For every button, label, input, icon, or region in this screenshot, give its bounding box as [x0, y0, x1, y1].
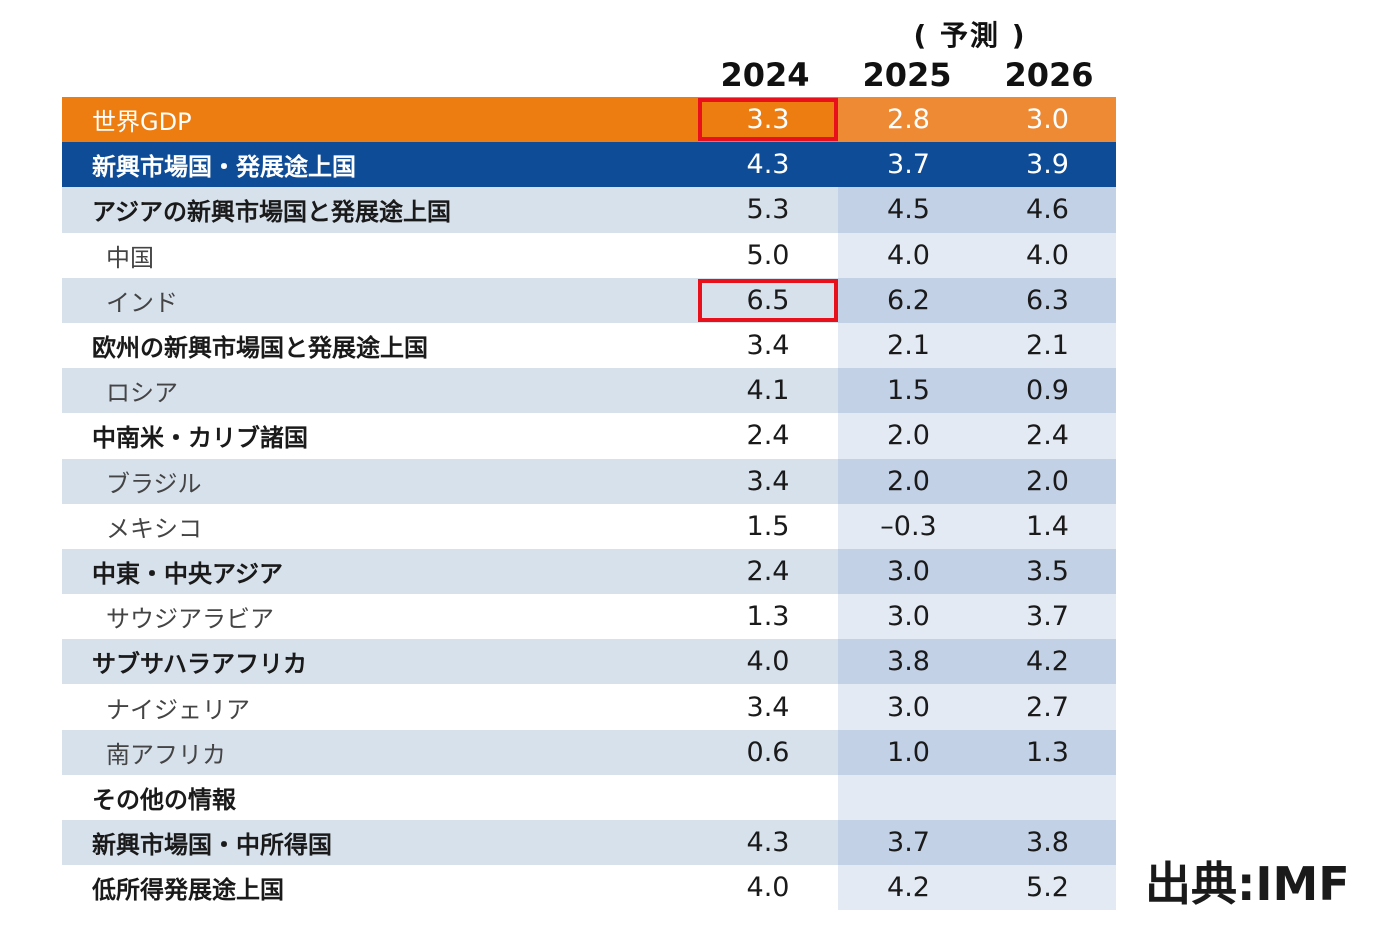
- table-row: 中南米・カリブ諸国 2.4 2.0 2.4: [62, 413, 1116, 459]
- table-row: サブサハラアフリカ 4.0 3.8 4.2: [62, 639, 1116, 685]
- row-label: サウジアラビア: [106, 605, 274, 634]
- row-label: 世界GDP: [92, 108, 192, 137]
- table-row: 新興市場国・中所得国 4.3 3.7 3.8: [62, 820, 1116, 866]
- column-header-2026: 2026: [1004, 56, 1094, 94]
- value-cell-2026: 5.2: [979, 865, 1116, 911]
- value-cell-2025: 3.0: [838, 594, 979, 640]
- table-row: 世界GDP 3.3 2.8 3.0: [62, 97, 1116, 143]
- table-row: ロシア 4.1 1.5 0.9: [62, 368, 1116, 414]
- value-cell-2026: 4.0: [979, 232, 1116, 278]
- value-cell-2024: 4.1: [746, 375, 790, 407]
- table-row: 新興市場国・発展途上国 4.3 3.7 3.9: [62, 142, 1116, 188]
- value-cell-2026: 4.6: [979, 187, 1116, 233]
- value-cell-2025: 6.2: [838, 277, 979, 323]
- row-label: アジアの新興市場国と発展途上国: [92, 198, 452, 227]
- value-cell-2025: 1.0: [838, 729, 979, 775]
- value-cell-2024: 4.0: [746, 646, 790, 678]
- table-row: サウジアラビア 1.3 3.0 3.7: [62, 594, 1116, 640]
- value-cell-2026: 2.7: [979, 684, 1116, 730]
- value-cell-2026: 2.1: [979, 322, 1116, 369]
- column-header-2024: 2024: [720, 56, 810, 94]
- value-cell-2024: 4.0: [746, 872, 790, 904]
- row-label: 中南米・カリブ諸国: [92, 424, 308, 453]
- row-label: 欧州の新興市場国と発展途上国: [92, 334, 428, 363]
- table-row: メキシコ 1.5 –0.3 1.4: [62, 503, 1116, 549]
- row-label: 新興市場国・中所得国: [92, 831, 332, 860]
- table-row: 低所得発展途上国 4.0 4.2 5.2: [62, 865, 1116, 911]
- value-cell-2026: 3.5: [979, 548, 1116, 595]
- row-label: インド: [106, 288, 178, 317]
- value-cell-2025: –0.3: [838, 503, 979, 549]
- table-row: 中国 5.0 4.0 4.0: [62, 232, 1116, 278]
- value-cell-2024: 1.5: [746, 510, 790, 542]
- value-cell-2025: 3.0: [838, 548, 979, 595]
- value-cell-2025: 2.8: [838, 97, 979, 143]
- table-row: 中東・中央アジア 2.4 3.0 3.5: [62, 548, 1116, 595]
- value-cell-2024: 4.3: [746, 149, 790, 181]
- table-row: ナイジェリア 3.4 3.0 2.7: [62, 684, 1116, 730]
- value-cell-2026: 4.2: [979, 639, 1116, 685]
- value-cell-2026: 3.7: [979, 594, 1116, 640]
- value-cell-2025: 3.7: [887, 149, 930, 181]
- row-label: 中国: [106, 243, 154, 272]
- value-cell-2026: 1.4: [979, 503, 1116, 549]
- value-cell-2025: 1.5: [838, 368, 979, 414]
- table-row: 欧州の新興市場国と発展途上国 3.4 2.1 2.1: [62, 322, 1116, 369]
- row-label: 低所得発展途上国: [92, 876, 284, 905]
- value-cell-2026: 3.0: [979, 97, 1116, 143]
- value-cell-2024: 3.4: [746, 691, 790, 723]
- value-cell-2026: 2.0: [979, 458, 1116, 504]
- value-cell-2024: 3.4: [746, 330, 790, 362]
- row-label: ナイジェリア: [106, 695, 250, 724]
- value-cell-2024: 6.5: [746, 284, 790, 316]
- value-cell-2024: 2.4: [746, 555, 790, 587]
- value-cell-2024: [698, 775, 838, 820]
- value-cell-2026: 1.3: [979, 729, 1116, 775]
- value-cell-2026: 2.4: [979, 413, 1116, 459]
- value-cell-2024: 0.6: [746, 736, 790, 768]
- value-cell-2025: 3.7: [838, 820, 979, 866]
- row-label: メキシコ: [106, 514, 202, 543]
- value-cell-2025: [838, 774, 979, 820]
- value-cell-2024: 4.3: [746, 827, 790, 859]
- row-label: ロシア: [106, 379, 178, 408]
- value-cell-2025: 2.0: [838, 458, 979, 504]
- table-row: 南アフリカ 0.6 1.0 1.3: [62, 729, 1116, 775]
- value-cell-2025: 4.0: [838, 232, 979, 278]
- value-cell-2026: 0.9: [979, 368, 1116, 414]
- value-cell-2024: 3.4: [746, 465, 790, 497]
- value-cell-2026: 3.8: [979, 820, 1116, 866]
- source-label: 出典:IMF: [1145, 857, 1350, 911]
- value-cell-2024: 5.3: [746, 194, 790, 226]
- value-cell-2024: 5.0: [746, 239, 790, 271]
- table-row: アジアの新興市場国と発展途上国 5.3 4.5 4.6: [62, 187, 1116, 233]
- value-cell-2025: 4.5: [838, 187, 979, 233]
- row-label: 中東・中央アジア: [92, 559, 284, 588]
- value-cell-2026: 3.9: [1026, 149, 1069, 181]
- row-label: 南アフリカ: [106, 740, 226, 769]
- value-cell-2026: [979, 774, 1116, 820]
- row-label: その他の情報: [92, 785, 236, 814]
- value-cell-2025: 3.8: [838, 639, 979, 685]
- growth-table: 世界GDP 3.3 2.8 3.0 新興市場国・発展途上国 4.3 3.7 3.9 アジアの新興…: [62, 97, 1116, 911]
- value-cell-2025: 2.0: [838, 413, 979, 459]
- row-label: 新興市場国・発展途上国: [92, 153, 356, 182]
- value-cell-2025: 4.2: [838, 865, 979, 911]
- value-cell-2025: 3.0: [838, 684, 979, 730]
- table-row: インド 6.5 6.2 6.3: [62, 277, 1116, 323]
- forecast-label: ( 予測 ): [913, 19, 1027, 52]
- value-cell-2024: 2.4: [746, 420, 790, 452]
- row-label: ブラジル: [106, 469, 202, 498]
- row-label: サブサハラアフリカ: [92, 650, 308, 679]
- value-cell-2026: 6.3: [979, 277, 1116, 323]
- value-cell-2024: 1.3: [746, 601, 790, 633]
- column-header-2025: 2025: [862, 56, 952, 94]
- value-cell-2025: 2.1: [838, 322, 979, 369]
- table-row: その他の情報: [62, 774, 1116, 820]
- table-row: ブラジル 3.4 2.0 2.0: [62, 458, 1116, 504]
- value-cell-2024: 3.3: [746, 104, 790, 136]
